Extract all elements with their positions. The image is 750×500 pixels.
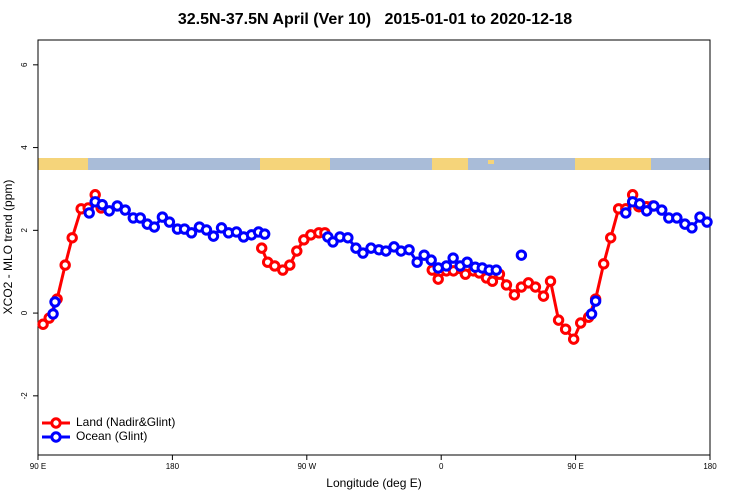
point (230, 226, 243, 238)
x-tick-label: 180 (166, 462, 180, 471)
point (342, 232, 354, 244)
point (447, 252, 459, 264)
point (686, 222, 698, 234)
point (59, 259, 71, 271)
point (256, 242, 268, 254)
point (284, 259, 296, 271)
point (425, 254, 437, 266)
series-line (51, 199, 708, 315)
chart-title: 32.5N-37.5N April (Ver 10) 2015-01-01 to… (178, 11, 572, 28)
point (103, 205, 115, 217)
point (656, 204, 668, 216)
x-tick-label: 180 (703, 462, 717, 471)
point (461, 256, 473, 268)
y-tick-label: 0 (20, 310, 29, 315)
point (529, 281, 542, 293)
point (47, 308, 59, 320)
point (589, 295, 602, 307)
point (134, 212, 146, 224)
point (515, 249, 528, 261)
point (291, 245, 303, 257)
legend-marker (50, 431, 62, 443)
point (163, 216, 176, 228)
point (403, 244, 415, 256)
point (544, 275, 557, 287)
plot-frame (37, 39, 711, 456)
point (148, 221, 161, 233)
point (411, 256, 423, 268)
point (537, 290, 550, 302)
land-ocean-strip (38, 158, 710, 170)
y-axis-title: XCO2 - MLO trend (ppm) (1, 180, 15, 315)
point (37, 318, 49, 330)
y-tick-label: 6 (20, 62, 29, 67)
x-axis-title: Longitude (deg E) (326, 476, 421, 490)
point (432, 273, 444, 285)
point (640, 205, 653, 217)
point (49, 296, 61, 308)
point (207, 230, 220, 242)
x-tick-label: 90 E (30, 462, 46, 471)
point (671, 212, 683, 224)
x-tick-label: 0 (439, 462, 444, 471)
point (567, 333, 580, 345)
point (440, 260, 453, 272)
point (585, 308, 598, 320)
point (258, 228, 271, 240)
point (486, 275, 499, 287)
legend-label: Land (Nadir&Glint) (76, 415, 175, 429)
point (200, 224, 213, 236)
point (552, 314, 565, 326)
point (633, 198, 646, 210)
point (701, 216, 713, 228)
series (47, 196, 713, 320)
point (500, 279, 513, 291)
y-tick-label: 4 (20, 145, 29, 150)
point (604, 232, 617, 244)
x-tick-label: 90 W (297, 462, 316, 471)
y-tick-label: 2 (20, 228, 29, 233)
point (83, 207, 95, 219)
x-tick-label: 90 E (567, 462, 583, 471)
legend-label: Ocean (Glint) (76, 429, 147, 443)
point (559, 323, 572, 335)
point (620, 207, 632, 219)
point (574, 317, 587, 329)
legend-marker (50, 417, 62, 429)
point (597, 258, 610, 270)
legend: Land (Nadir&Glint)Ocean (Glint) (42, 415, 175, 443)
point (96, 198, 108, 211)
point (119, 204, 131, 216)
y-tick-label: -2 (20, 392, 29, 400)
point (508, 289, 521, 301)
point (185, 227, 198, 239)
point (357, 247, 369, 259)
point (490, 264, 503, 276)
point (66, 232, 78, 244)
